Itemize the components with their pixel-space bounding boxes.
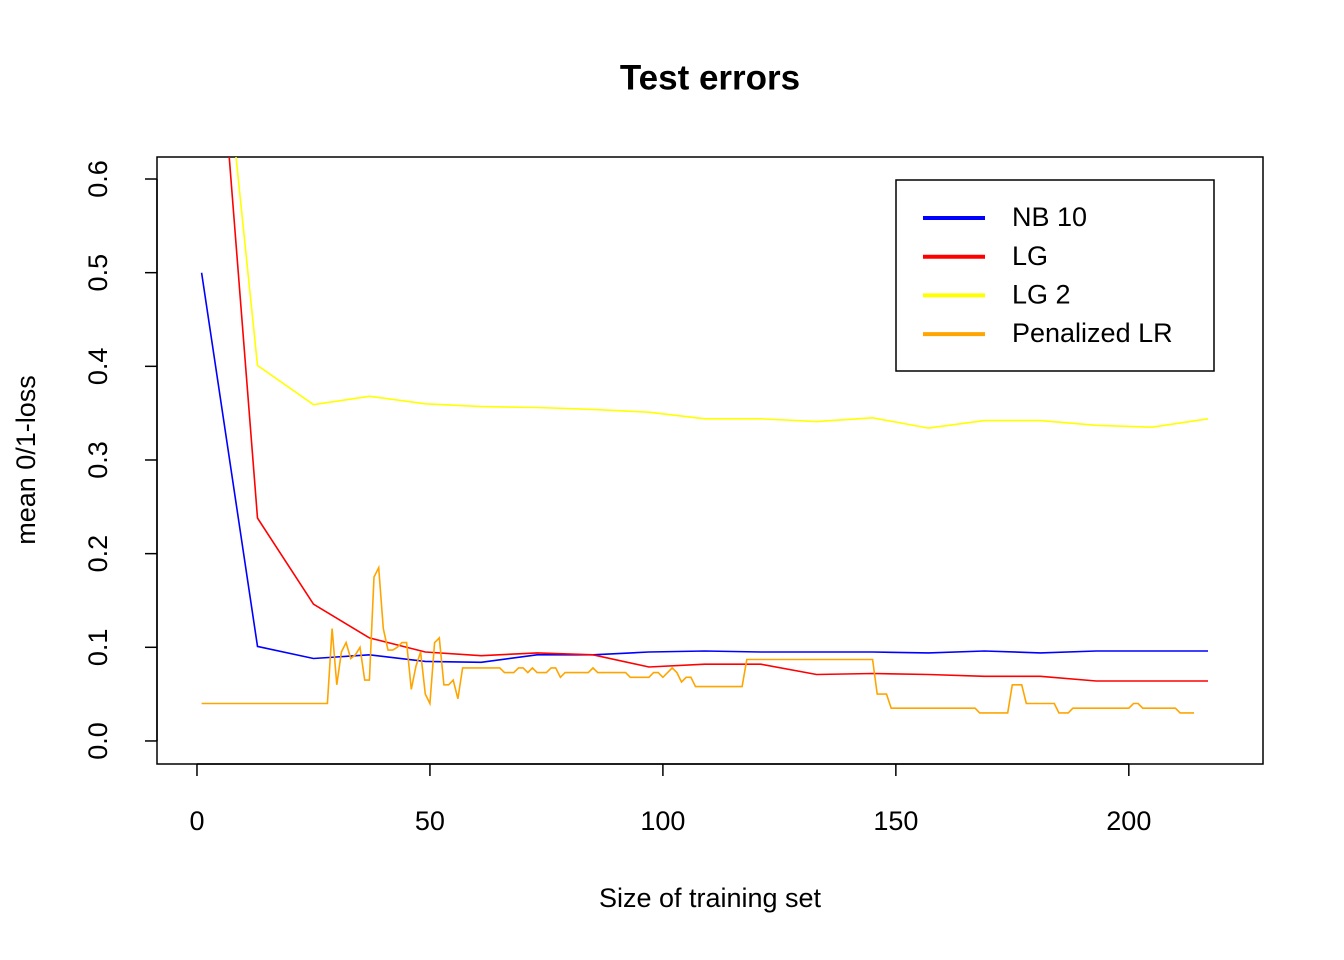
legend-label: LG 2	[1012, 280, 1071, 310]
legend-box	[895, 179, 1215, 372]
y-tick-label: 0.5	[83, 254, 113, 292]
x-axis-label: Size of training set	[599, 883, 822, 913]
x-tick-label: 0	[189, 806, 204, 836]
series-line	[201, 564, 1194, 714]
x-tick-label: 150	[873, 806, 918, 836]
y-tick-label: 0.2	[83, 535, 113, 573]
legend-label: Penalized LR	[1012, 318, 1173, 348]
legend-label: LG	[1012, 241, 1048, 271]
x-tick-label: 100	[640, 806, 685, 836]
y-tick-label: 0.0	[83, 722, 113, 760]
series-line	[200, 272, 1208, 664]
plot-area	[200, 157, 1209, 714]
y-tick-label: 0.3	[83, 441, 113, 479]
chart-title: Test errors	[620, 58, 800, 97]
series-line	[235, 157, 1209, 429]
y-axis-label: mean 0/1-loss	[11, 375, 41, 545]
y-tick-label: 0.1	[83, 629, 113, 667]
y-tick-label: 0.4	[83, 348, 113, 386]
x-tick-label: 200	[1106, 806, 1151, 836]
legend-label: NB 10	[1012, 202, 1087, 232]
series-line	[228, 157, 1208, 682]
x-tick-label: 50	[415, 806, 445, 836]
y-tick-label: 0.6	[83, 160, 113, 198]
